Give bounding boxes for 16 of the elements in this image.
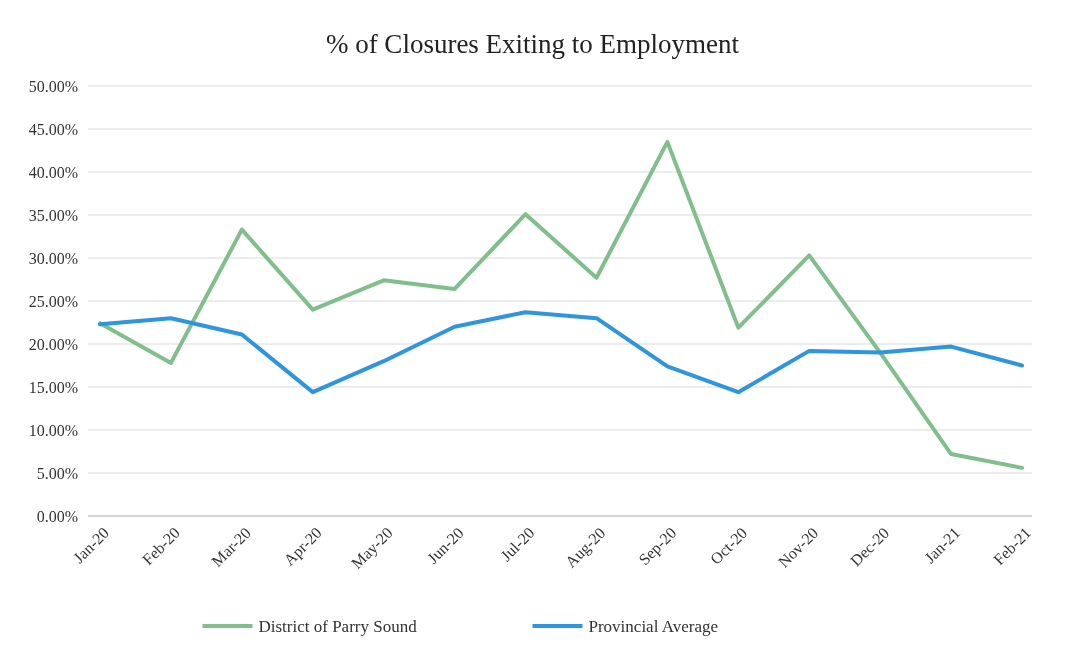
y-tick-label: 30.00% — [28, 249, 78, 267]
y-tick-label: 5.00% — [36, 464, 78, 482]
y-tick-label: 0.00% — [36, 507, 78, 525]
y-tick-label: 50.00% — [28, 77, 78, 95]
y-tick-label: 40.00% — [28, 163, 78, 181]
chart-title: % of Closures Exiting to Employment — [325, 29, 740, 59]
y-tick-label: 35.00% — [28, 206, 78, 224]
line-series — [98, 310, 1024, 395]
legend-label: District of Parry Sound — [258, 616, 418, 636]
y-tick-label: 45.00% — [28, 120, 78, 138]
y-tick-label: 25.00% — [28, 292, 78, 310]
y-tick-label: 10.00% — [28, 421, 78, 439]
y-tick-label: 20.00% — [28, 335, 78, 353]
line-series — [98, 139, 1024, 470]
y-tick-label: 15.00% — [28, 378, 78, 396]
legend-label: Provincial Average — [588, 616, 719, 636]
